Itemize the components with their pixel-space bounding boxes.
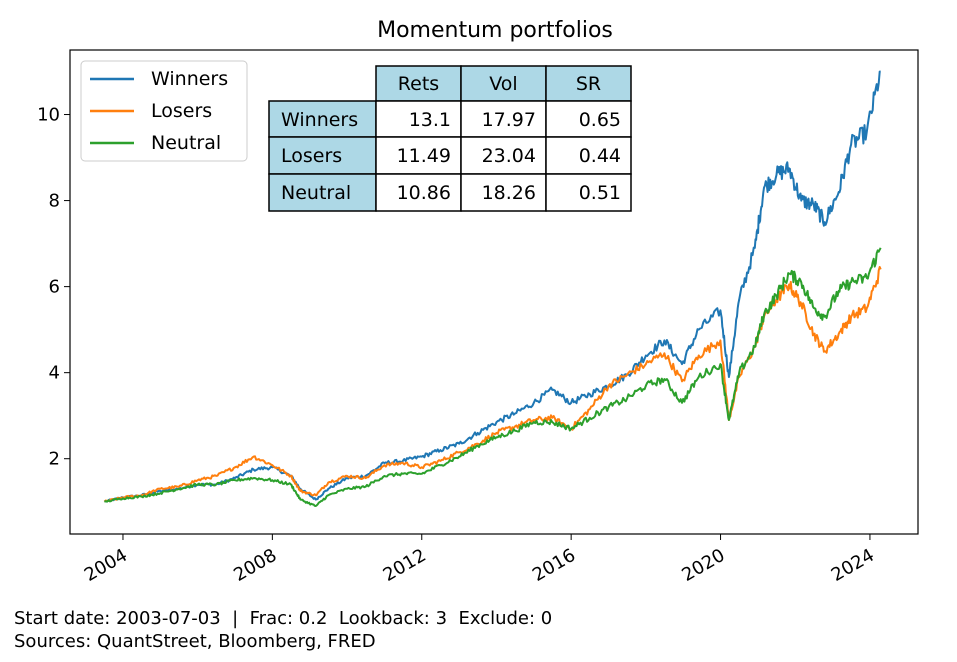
legend-label-neutral: Neutral [151, 132, 221, 154]
legend-label-losers: Losers [151, 100, 212, 122]
x-tick-label: 2012 [380, 545, 430, 586]
footer-settings: Start date: 2003-07-03 | Frac: 0.2 Lookb… [14, 608, 553, 629]
x-tick-label: 2004 [81, 545, 131, 586]
table-cell-value: 0.65 [579, 109, 621, 131]
table-cell [545, 173, 632, 212]
series-line-losers [103, 266, 882, 503]
table-cell-value: 11.49 [397, 145, 451, 167]
y-tick-label: 4 [49, 363, 60, 384]
y-tick-label: 2 [49, 449, 60, 470]
table-cell-value: 0.44 [579, 145, 621, 167]
table-cell-value: 10.86 [397, 182, 451, 204]
table-row-label: Neutral [281, 182, 351, 204]
series-layer [103, 70, 882, 507]
legend-label-winners: Winners [151, 68, 228, 90]
table-header-cell [460, 65, 547, 102]
series-line-neutral [104, 247, 882, 507]
table-cell [375, 136, 462, 175]
table-cell-value: 23.04 [482, 145, 536, 167]
table-row-label: Losers [281, 145, 342, 167]
legend-box [80, 60, 248, 162]
x-tick-label: 2020 [678, 545, 728, 586]
table-cell [460, 136, 547, 175]
chart-title: Momentum portfolios [377, 18, 613, 43]
y-tick-label: 8 [49, 191, 60, 212]
table-header-vol: Vol [489, 73, 517, 95]
momentum-chart: Momentum portfolios 2004 2008 2012 2016 2020… [37, 18, 919, 586]
table-cell-value: 18.26 [482, 182, 536, 204]
table-header-rets: Rets [398, 73, 439, 95]
legend: Winners Losers Neutral [80, 60, 248, 162]
y-tick-label: 6 [49, 277, 60, 298]
series-line-winners [103, 70, 881, 503]
table-cell-value: 0.51 [579, 182, 621, 204]
table-cell-value: 17.97 [482, 109, 536, 131]
x-tick-label: 2008 [230, 545, 280, 586]
table-row-label: Winners [281, 109, 358, 131]
footer-sources: Sources: QuantStreet, Bloomberg, FRED [14, 631, 376, 652]
table-cell-value: 13.1 [409, 109, 451, 131]
table-cell [375, 173, 462, 212]
y-tick-label: 10 [37, 105, 60, 126]
table-cell [460, 173, 547, 212]
table-header-cell [545, 65, 632, 102]
x-tick-label: 2024 [828, 545, 878, 586]
table-header-sr: SR [576, 73, 601, 95]
x-tick-label: 2016 [529, 545, 579, 586]
plot-frame [69, 49, 919, 535]
stats-table: Rets Vol SR Winners 13.1 17.97 0.65 Losers 11.49… [268, 65, 632, 212]
